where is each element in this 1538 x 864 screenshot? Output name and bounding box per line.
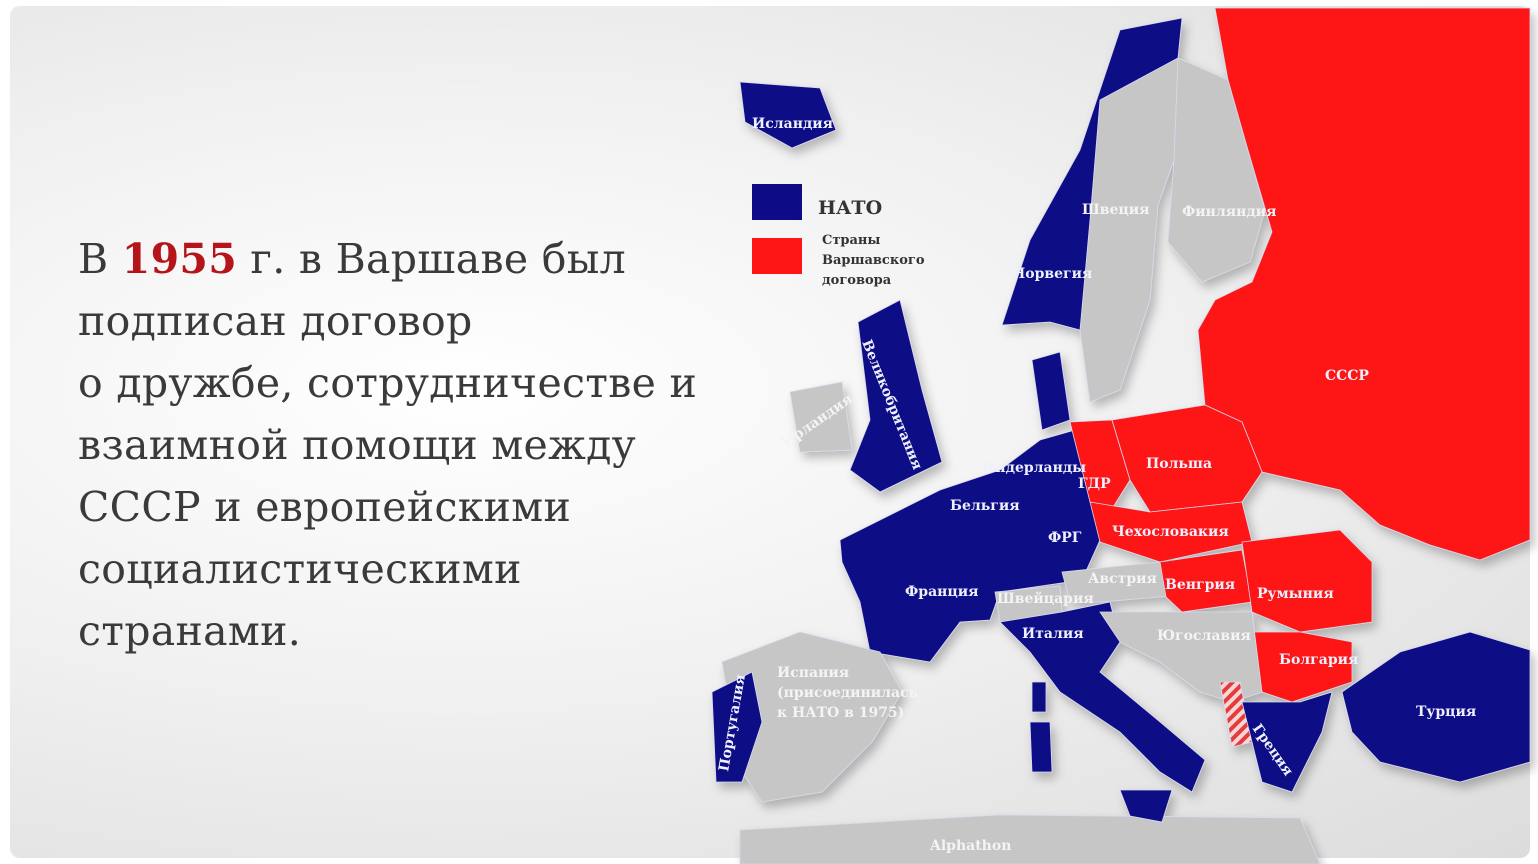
iceland-shape [739, 81, 837, 149]
text-line-7: странами. [78, 607, 302, 655]
sardinia-shape [1029, 721, 1053, 773]
hungary-shape [1159, 549, 1253, 613]
spain-shape [721, 631, 903, 803]
label-italy: Италия [1022, 626, 1084, 642]
western-europe-shape [839, 429, 1101, 663]
label-poland: Польша [1146, 456, 1212, 472]
romania-shape [1241, 529, 1373, 633]
label-switzerland: Швейцария [997, 590, 1094, 607]
label-hungary: Венгрия [1165, 577, 1235, 593]
label-austria: Австрия [1088, 571, 1157, 587]
text-line-4: взаимной помощи между [78, 421, 637, 469]
greece-shape [1241, 691, 1333, 793]
label-ussr: СССР [1325, 368, 1369, 384]
label-yugoslavia: Югославия [1157, 628, 1251, 644]
legend-swatch-warsaw [752, 238, 802, 274]
label-belgium: Бельгия [950, 498, 1020, 514]
legend: НАТО Страны Варшавского договора [752, 184, 925, 288]
sicily-shape [1119, 789, 1173, 823]
watermark: Alphathon [929, 838, 1011, 854]
label-spain-3: к НАТО в 1975) [777, 705, 904, 721]
label-bulgaria: Болгария [1279, 652, 1358, 668]
slide-text: В 1955 г. в Варшаве был подписан договор… [78, 228, 697, 662]
label-spain-1: Испания [777, 665, 849, 681]
turkey-shape [1341, 631, 1531, 783]
text-line-2: подписан договор [78, 297, 473, 345]
legend-label-warsaw-2: Варшавского [822, 253, 925, 268]
uk-shape [849, 299, 943, 493]
finland-shape [1167, 57, 1266, 283]
gdr-shape [1069, 419, 1131, 513]
corsica-shape [1031, 681, 1047, 713]
poland-shape [1111, 404, 1263, 513]
denmark-shape [1031, 351, 1071, 431]
label-sweden: Швеция [1082, 202, 1149, 218]
legend-label-nato: НАТО [818, 197, 882, 219]
legend-label-warsaw-3: договора [822, 273, 892, 288]
label-gdr: ГДР [1078, 476, 1111, 492]
text-line-3: о дружбе, сотрудничестве и [78, 359, 698, 407]
italy-shape [999, 601, 1206, 793]
text-line-6: социалистическими [78, 545, 522, 593]
label-iceland: Исландия [752, 116, 833, 132]
label-france: Франция [905, 584, 978, 600]
label-norway: Норвегия [1012, 266, 1092, 282]
portugal-shape [711, 671, 763, 783]
label-finland: Финляндия [1182, 204, 1276, 220]
label-turkey: Турция [1416, 704, 1476, 720]
text-line-1: В 1955 г. в Варшаве был [78, 228, 697, 290]
label-czechoslovakia: Чехословакия [1112, 524, 1229, 540]
label-frg: ФРГ [1048, 530, 1082, 546]
text-prefix: В [78, 235, 122, 283]
year-highlight: 1955 [121, 235, 238, 283]
austria-shape [1061, 561, 1171, 603]
north-africa [739, 814, 1321, 864]
text-line-5: СССР и европейскими [78, 483, 572, 531]
label-spain-2: (присоединилась [777, 685, 918, 701]
norway-shape [1001, 17, 1183, 331]
country-labels: Исландия Норвегия Швеция Финляндия Велик… [716, 116, 1476, 854]
label-netherlands: Нидерланды [982, 460, 1086, 476]
text-suffix: г. в Варшаве был [237, 235, 626, 283]
label-romania: Румыния [1257, 586, 1334, 602]
ireland-shape [789, 381, 853, 453]
legend-label-warsaw-1: Страны [822, 233, 880, 248]
legend-swatch-nato [752, 184, 802, 220]
